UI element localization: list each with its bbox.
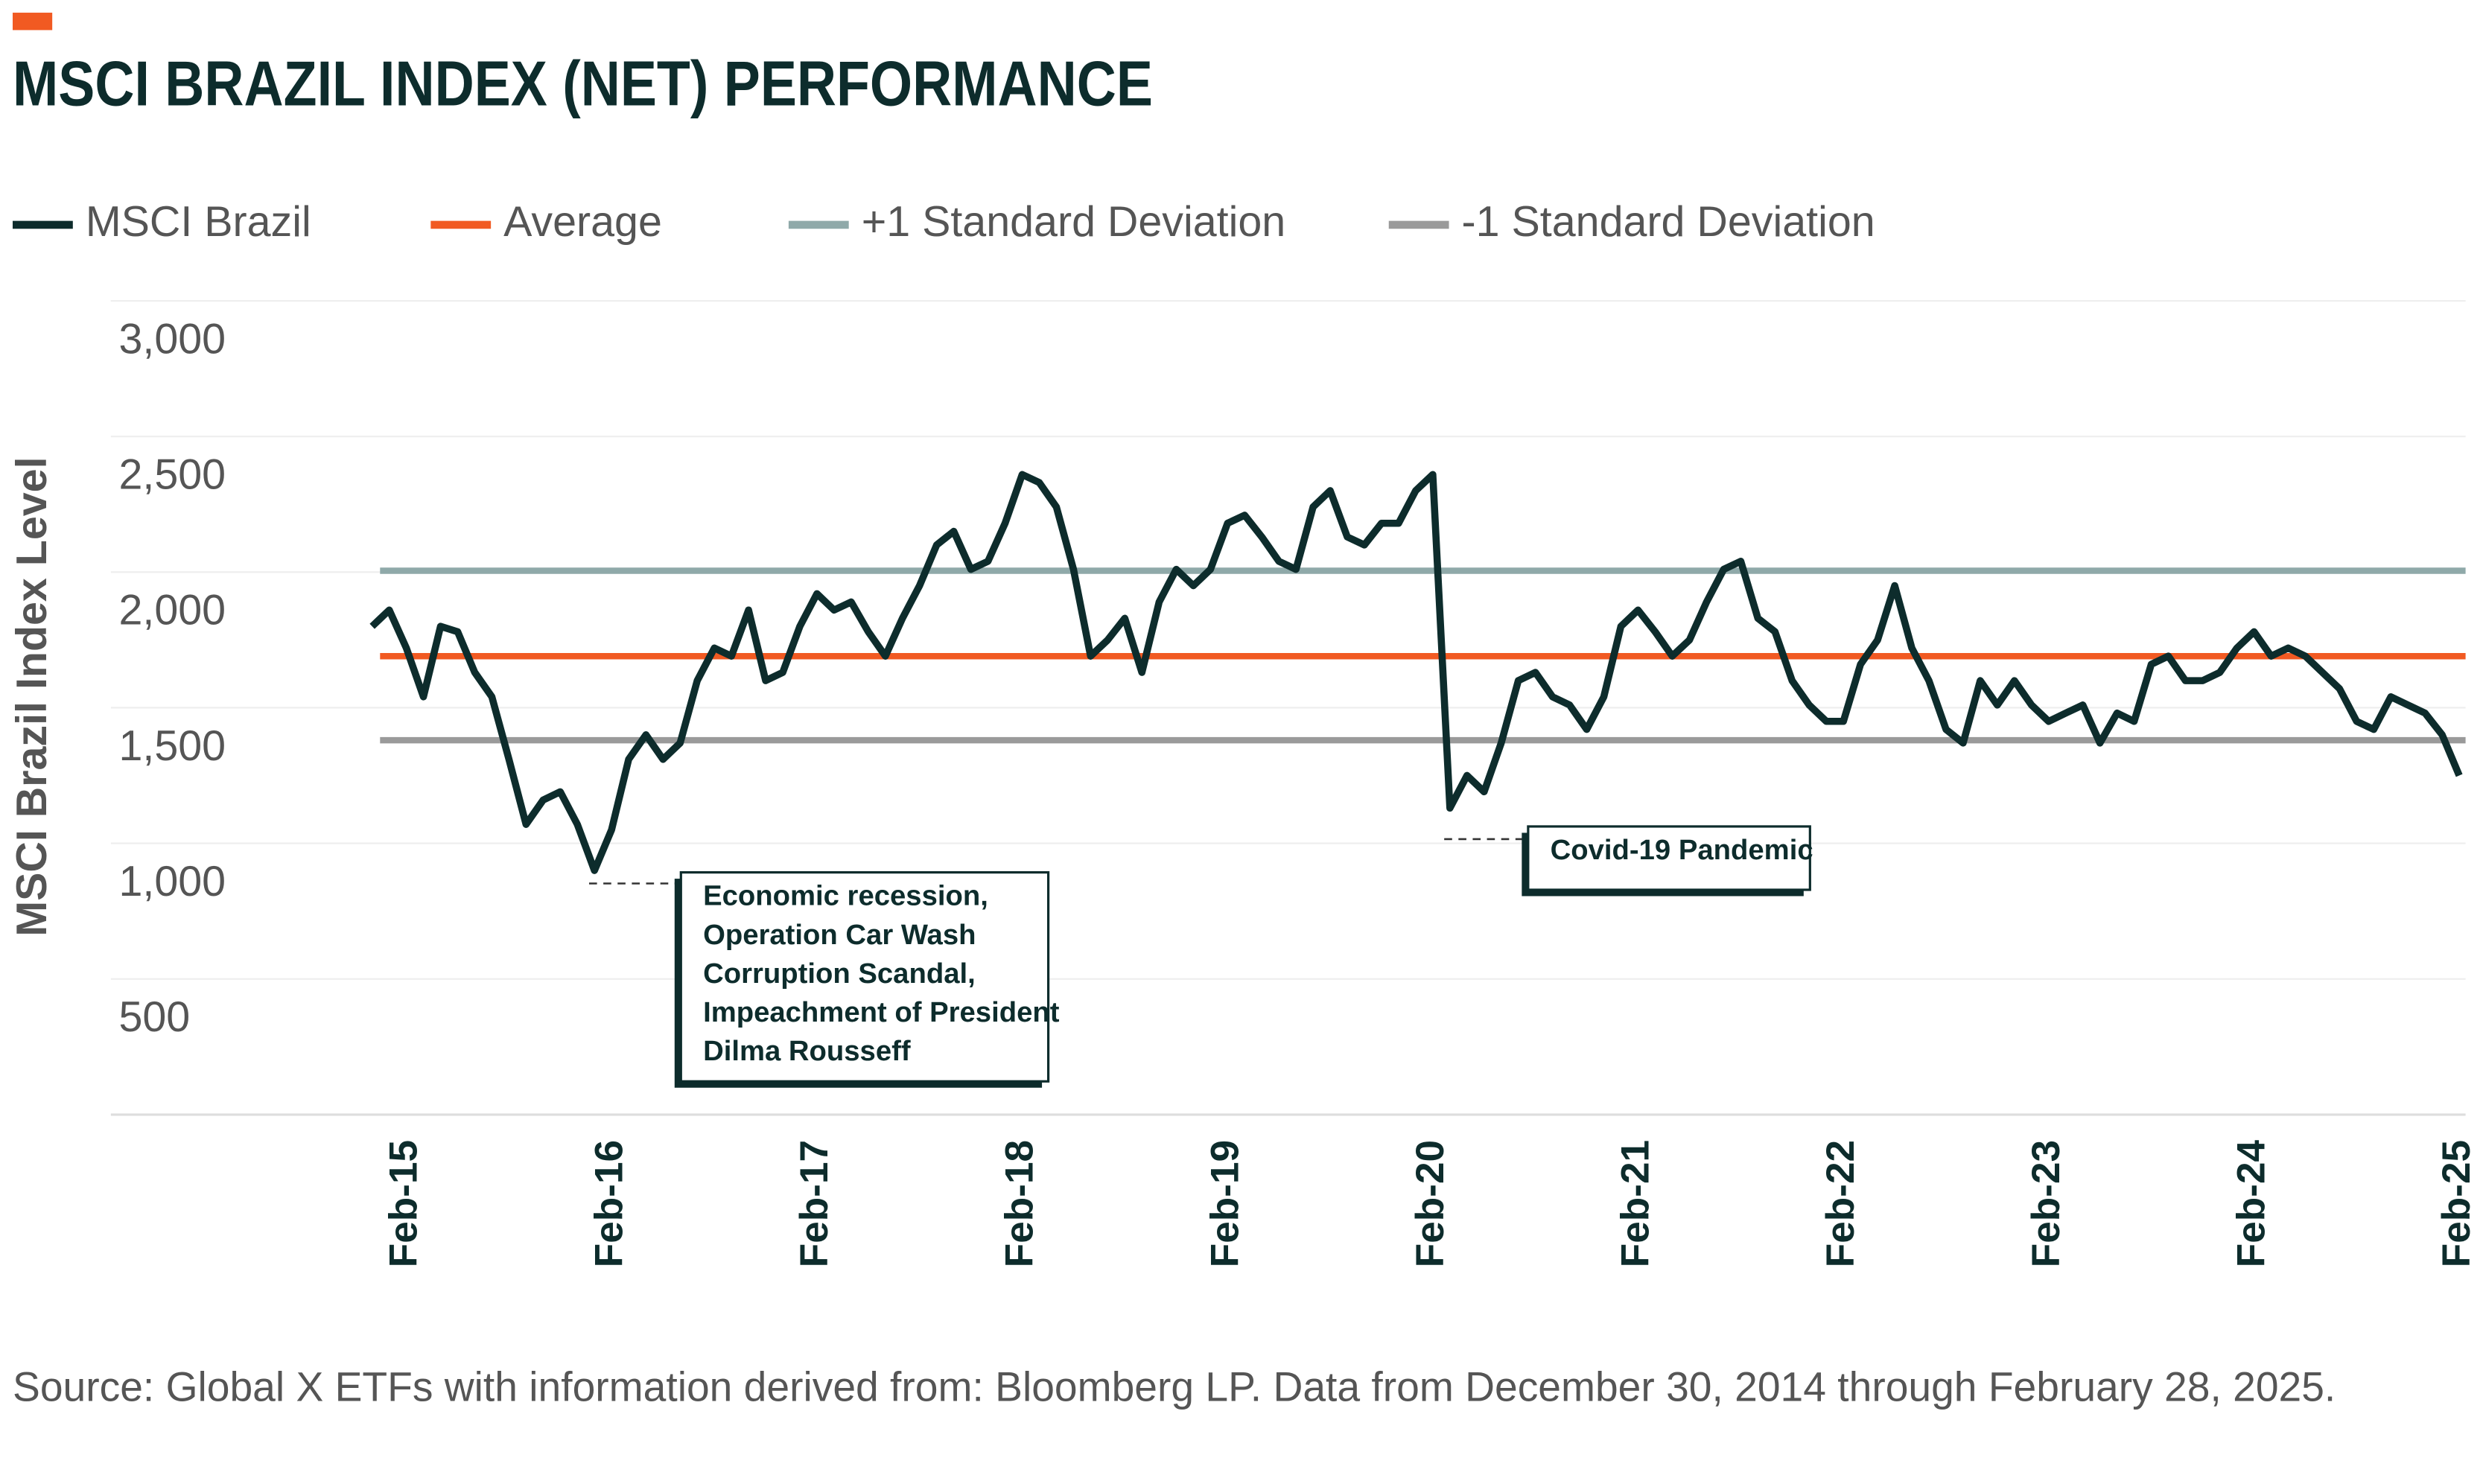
x-tick-label: Feb-25 (2435, 1140, 2479, 1267)
accent-bar (13, 13, 53, 31)
y-tick-label: 1,500 (118, 722, 226, 770)
y-tick-label: 500 (118, 993, 190, 1041)
x-tick-label: Feb-16 (587, 1140, 631, 1267)
y-tick-label: 2,000 (118, 587, 226, 634)
x-tick-label: Feb-15 (382, 1140, 426, 1267)
annotation-text: Covid-19 Pandemic (1551, 834, 1813, 866)
x-tick-label: Feb-21 (1614, 1140, 1658, 1267)
x-tick-label: Feb-24 (2230, 1139, 2274, 1267)
legend-label: MSCI Brazil (86, 198, 311, 246)
y-tick-label: 3,000 (118, 315, 226, 363)
y-tick-label: 1,000 (118, 858, 226, 905)
x-tick-label: Feb-23 (2024, 1140, 2068, 1267)
legend-label: +1 Standard Deviation (862, 198, 1286, 246)
source-note: Source: Global X ETFs with information d… (13, 1364, 2336, 1410)
y-axis-label: MSCI Brazil Index Level (8, 456, 56, 936)
annotation-text: Impeachment of President (703, 996, 1060, 1028)
legend-label: -1 Standard Deviation (1462, 198, 1875, 246)
x-tick-label: Feb-22 (1819, 1140, 1863, 1267)
annotation-text: Operation Car Wash (703, 919, 976, 951)
chart-title: MSCI BRAZIL INDEX (NET) PERFORMANCE (13, 49, 1153, 120)
annotation-text: Corruption Scandal, (703, 958, 976, 990)
annotation-text: Economic recession, (703, 880, 988, 912)
legend-label: Average (503, 198, 662, 246)
annotation-box (679, 871, 1050, 1083)
x-tick-label: Feb-18 (998, 1140, 1042, 1267)
x-tick-label: Feb-19 (1203, 1140, 1247, 1267)
annotation-box (1527, 825, 1811, 891)
annotation-text: Dilma Rousseff (703, 1035, 911, 1067)
y-tick-label: 2,500 (118, 451, 226, 499)
x-tick-label: Feb-20 (1408, 1140, 1452, 1267)
series-line (369, 471, 2463, 874)
x-tick-label: Feb-17 (792, 1140, 836, 1267)
